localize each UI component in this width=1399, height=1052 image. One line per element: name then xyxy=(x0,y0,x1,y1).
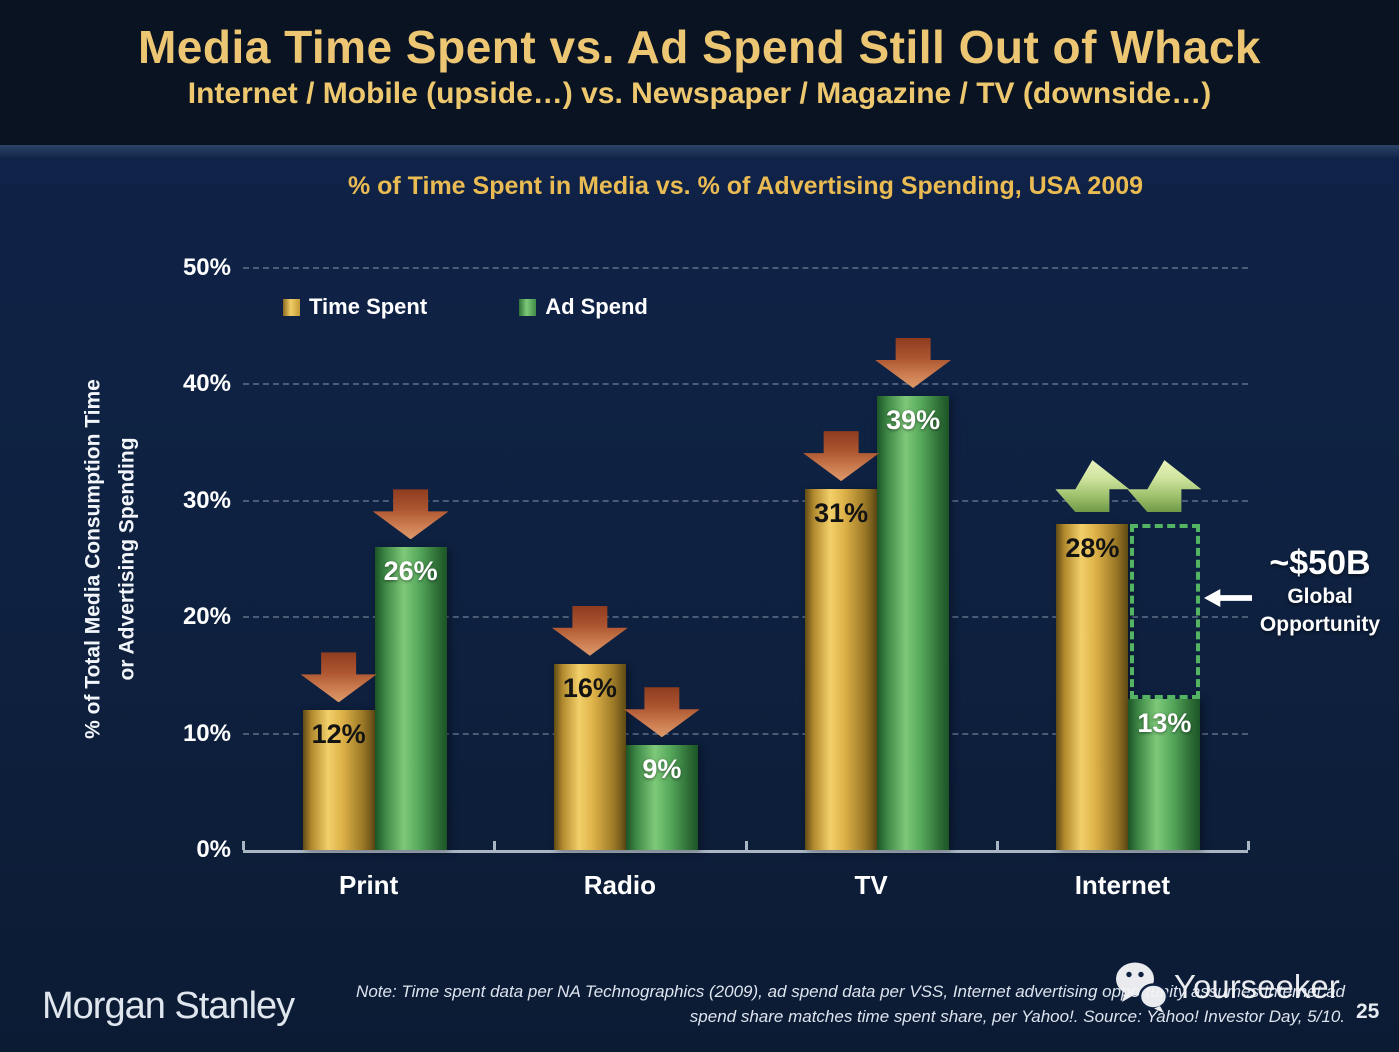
bar-value-label: 12% xyxy=(311,719,366,750)
trend-down-arrow-icon xyxy=(875,338,952,389)
bar-value-label: 28% xyxy=(1065,533,1120,564)
y-axis-tick-label: 10% xyxy=(182,719,231,747)
source-note-line2: spend share matches time spent share, pe… xyxy=(689,1006,1345,1026)
watermark-text: Yourseeker xyxy=(1174,968,1340,1005)
bar-value-label: 16% xyxy=(562,672,617,703)
legend-item-time-spent: Time Spent xyxy=(283,294,427,320)
wechat-icon xyxy=(1116,962,1169,1013)
opportunity-gap-box xyxy=(1130,524,1201,699)
x-axis-tick xyxy=(995,841,999,850)
time-spent-bar-tv xyxy=(805,489,878,850)
x-axis-category-label: TV xyxy=(854,870,888,900)
trend-down-arrow-icon xyxy=(551,605,628,656)
x-axis-category-label: Internet xyxy=(1074,870,1171,900)
y-axis-tick-label: 20% xyxy=(182,603,231,631)
x-axis-category-label: Radio xyxy=(583,870,656,900)
y-axis-title-line1: % of Total Media Consumption Time xyxy=(81,379,105,739)
chart-legend: Time Spent Ad Spend xyxy=(283,294,648,320)
bar-value-label: 39% xyxy=(886,405,941,436)
trend-down-arrow-icon xyxy=(803,431,880,482)
x-axis-tick xyxy=(493,841,497,850)
legend-item-ad-spend: Ad Spend xyxy=(519,294,648,320)
watermark: Yourseeker xyxy=(1112,960,1340,1014)
legend-label: Ad Spend xyxy=(545,294,648,319)
gridline xyxy=(243,383,1248,386)
bar-value-label: 31% xyxy=(814,498,869,529)
x-axis-tick xyxy=(1247,841,1250,850)
source-note: Note: Time spent data per NA Technograph… xyxy=(315,980,1345,1029)
trend-down-arrow-icon xyxy=(623,687,700,738)
bar-value-label: 26% xyxy=(383,556,438,587)
time-spent-bar-internet xyxy=(1056,524,1129,850)
opportunity-amount: ~$50B xyxy=(1269,544,1371,582)
morgan-stanley-logo: Morgan Stanley xyxy=(42,985,295,1027)
ad-spend-bar-print xyxy=(374,547,447,850)
y-axis-tick-label: 40% xyxy=(182,370,231,398)
trend-down-arrow-icon xyxy=(372,489,449,540)
header-divider xyxy=(0,145,1399,159)
opportunity-annotation: ~$50B Global Opportunity xyxy=(1242,544,1398,640)
slide-header xyxy=(0,0,1399,145)
x-axis-category-label: Print xyxy=(339,870,399,900)
page-title: Media Time Spent vs. Ad Spend Still Out … xyxy=(137,21,1262,73)
time-spent-bar-print xyxy=(302,710,375,850)
bar-value-label: 9% xyxy=(642,754,682,785)
trend-up-arrow-icon xyxy=(1055,460,1130,513)
y-axis-tick-label: 50% xyxy=(182,254,231,281)
y-axis-tick-label: 30% xyxy=(182,486,231,514)
ad-spend-bar-internet xyxy=(1128,698,1201,850)
legend-label: Time Spent xyxy=(309,294,428,319)
page-subtitle: Internet / Mobile (upside…) vs. Newspape… xyxy=(187,77,1212,110)
trend-down-arrow-icon xyxy=(300,652,377,703)
page-number: 25 xyxy=(1356,1000,1380,1023)
opportunity-caption-line2: Opportunity xyxy=(1259,613,1381,637)
gridline xyxy=(243,267,1248,269)
time-spent-bar-radio xyxy=(553,663,626,850)
y-axis-title-line2: or Advertising Spending xyxy=(115,437,138,681)
y-axis-title: % of Total Media Consumption Time or Adv… xyxy=(76,379,143,739)
x-axis-line xyxy=(243,850,1248,853)
time-spent-swatch-icon xyxy=(283,298,300,316)
source-note-line1: Note: Time spent data per NA Technograph… xyxy=(356,982,1345,1001)
gridline xyxy=(243,499,1248,502)
chart-title: % of Time Spent in Media vs. % of Advert… xyxy=(347,172,1144,200)
ad-spend-swatch-icon xyxy=(519,298,537,316)
bar-value-label: 13% xyxy=(1137,707,1192,738)
ad-spend-bar-tv xyxy=(877,396,950,850)
gridline xyxy=(243,732,1248,735)
y-axis-tick-label: 0% xyxy=(196,836,231,863)
x-axis-tick xyxy=(242,841,245,850)
gridline xyxy=(243,616,1248,619)
trend-up-arrow-icon xyxy=(1127,460,1202,513)
opportunity-caption-line1: Global xyxy=(1287,585,1353,608)
x-axis-tick xyxy=(744,841,748,850)
ad-spend-bar-radio xyxy=(625,745,698,850)
